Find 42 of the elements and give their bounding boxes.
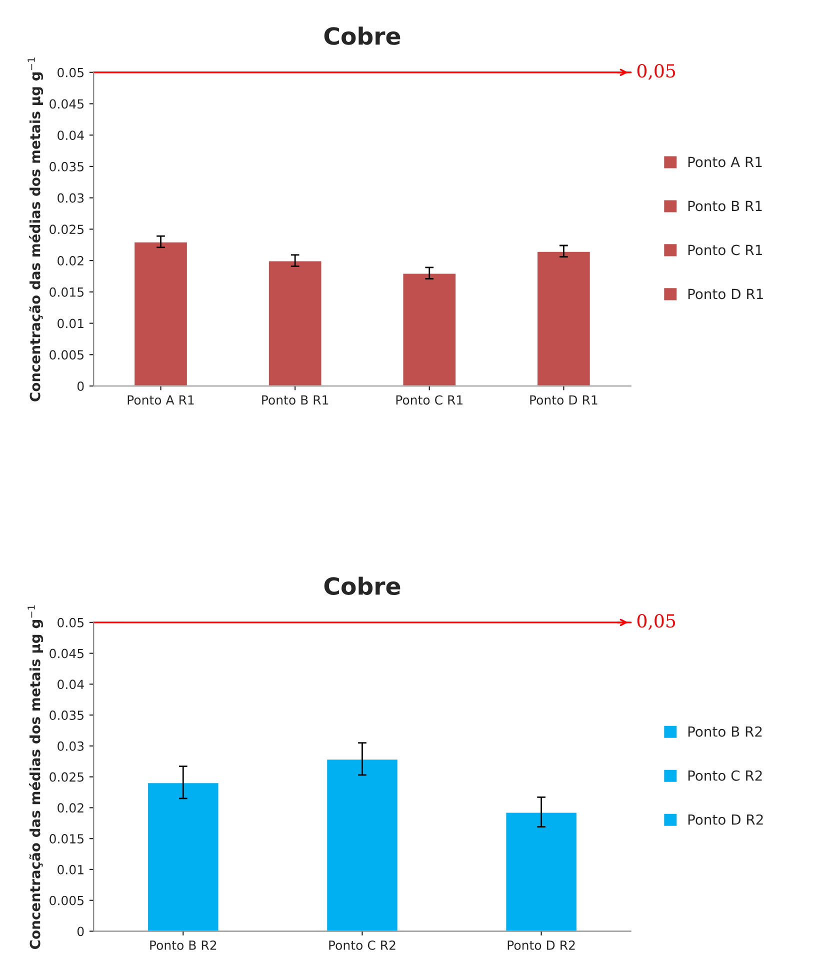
- y-tick-label: 0.05: [58, 618, 84, 628]
- y-tick-label: 0.01: [58, 864, 84, 874]
- legend-label: Ponto D R1: [688, 288, 763, 300]
- y-tick-label: 0.03: [58, 741, 84, 751]
- y-tick-label: 0.035: [50, 710, 84, 720]
- y-tick-label: 0.05: [58, 68, 84, 78]
- legend-label: Ponto B R2: [688, 726, 762, 737]
- ref-line-label: 0,05: [637, 614, 676, 630]
- legend-label: Ponto B R1: [688, 200, 762, 212]
- chart-title: Cobre: [324, 576, 400, 595]
- x-tick-label: Ponto C R1: [396, 395, 462, 405]
- y-tick-label: 0.04: [58, 130, 84, 140]
- y-tick-label: 0.045: [50, 648, 84, 658]
- y-tick-label: 0.045: [50, 99, 84, 109]
- legend-label: Ponto C R2: [688, 770, 762, 781]
- x-tick-label: Ponto D R1: [530, 395, 598, 405]
- y-tick-label: 0.025: [50, 772, 84, 782]
- legend-label: Ponto A R1: [688, 156, 762, 168]
- x-tick-label: Ponto B R1: [262, 395, 328, 405]
- y-tick-label: 0.015: [50, 834, 84, 844]
- y-tick-label: 0.01: [58, 318, 84, 328]
- y-axis-title: Concentração das médias dos metais µg g$^{−1}$: [28, 58, 44, 402]
- y-tick-label: 0.03: [58, 193, 84, 203]
- y-tick-label: 0: [77, 926, 84, 936]
- y-tick-label: 0.04: [58, 680, 84, 690]
- y-tick-label: 0.005: [50, 350, 84, 360]
- y-tick-label: 0.005: [50, 896, 84, 906]
- y-tick-label: 0.035: [50, 162, 84, 172]
- legend-label: Ponto D R2: [688, 814, 763, 825]
- x-tick-label: Ponto B R2: [150, 940, 216, 950]
- x-tick-label: Ponto A R1: [128, 395, 194, 405]
- chart-title: Cobre: [324, 26, 400, 45]
- y-tick-label: 0.015: [50, 287, 84, 297]
- x-tick-label: Ponto D R2: [508, 940, 575, 950]
- legend-label: Ponto C R1: [688, 244, 762, 256]
- ref-line-label: 0,05: [637, 64, 676, 80]
- y-axis-title: Concentração das médias dos metais µg g$^{−1}$: [28, 605, 44, 949]
- y-tick-label: 0.02: [58, 803, 84, 813]
- x-tick-label: Ponto C R2: [329, 940, 396, 950]
- y-tick-label: 0.025: [50, 224, 84, 234]
- y-tick-label: 0.02: [58, 256, 84, 266]
- y-tick-label: 0: [77, 381, 84, 391]
